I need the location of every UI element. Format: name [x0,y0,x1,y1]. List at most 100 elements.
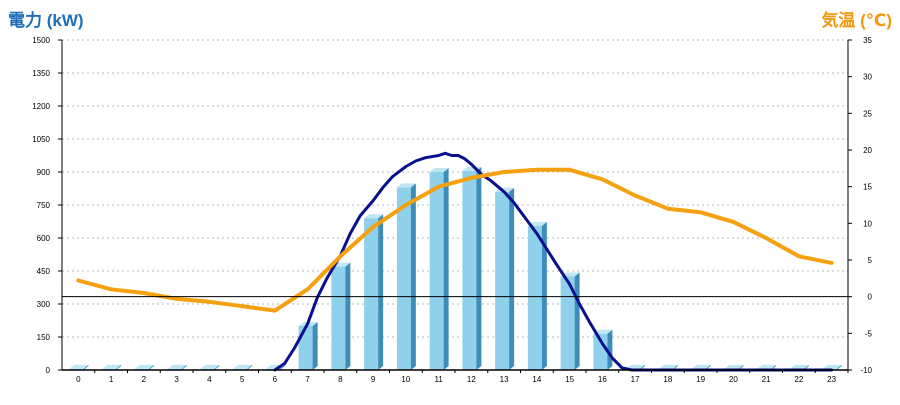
bar-side [509,187,515,370]
x-tick-label: 22 [794,375,803,384]
bar-top [757,364,777,369]
right-tick-label: -10 [860,366,872,375]
bar-top [396,183,416,188]
bar [593,329,613,370]
x-tick-label: 7 [305,375,310,384]
left-tick-label: 450 [37,267,51,276]
bar-layer [69,166,842,370]
x-tick-label: 13 [500,375,509,384]
bar [364,214,384,370]
x-tick-label: 12 [467,375,476,384]
bar-side [410,183,416,370]
bar [233,364,253,370]
bar [331,262,351,370]
bar-front [298,326,313,370]
bar-side [607,329,613,370]
bar-side [574,272,580,370]
left-tick-label: 1050 [32,135,50,144]
bar-front [527,225,542,370]
left-tick-label: 0 [46,366,51,375]
bar [527,221,547,370]
x-tick-label: 21 [762,375,771,384]
temperature-line [76,167,834,313]
left-tick-label: 600 [37,234,51,243]
right-tick-label: 20 [863,146,872,155]
x-tick-label: 19 [696,375,705,384]
left-tick-label: 1350 [32,69,50,78]
grid-layer [62,39,848,338]
bar-top [364,214,384,219]
bar-top [429,168,449,172]
bar [134,364,154,370]
x-tick-label: 1 [109,375,114,384]
x-tick-label: 14 [532,375,541,384]
x-tick-label: 0 [76,375,81,384]
x-tick-label: 2 [142,375,147,384]
x-tick-label: 18 [663,375,672,384]
left-tick-label: 150 [37,333,51,342]
bar-side [312,322,318,370]
bar-front [462,170,477,370]
bar-front [560,276,575,370]
bar-side [214,364,220,370]
bar-top [134,364,154,369]
bar-side [378,214,384,370]
bar [69,364,89,370]
bar [102,364,122,370]
bar-top [822,364,842,369]
bar-side [116,364,122,370]
x-tick-label: 10 [401,375,410,384]
right-tick-label: 5 [868,256,873,265]
right-axis-title: 気温 (℃) [821,11,892,30]
right-tick-label: 0 [868,293,873,302]
x-tick-label: 3 [174,375,179,384]
right-tick-label: 10 [863,219,872,228]
x-tick-label: 17 [631,375,640,384]
bar-top [102,364,122,369]
bar-top [69,364,89,369]
bar [200,364,220,370]
bar-top [233,364,253,369]
bar-side [443,168,449,370]
bar-top [789,364,809,369]
bar-side [476,166,482,370]
x-tick-label: 5 [240,375,245,384]
bar-top [658,364,678,369]
bar-front [331,266,346,370]
x-tick-label: 11 [434,375,443,384]
bar [396,183,416,370]
bar-top [724,364,744,369]
left-tick-label: 1500 [32,36,50,45]
bar [462,166,482,370]
left-tick-label: 1200 [32,102,50,111]
axis-layer: 01503004506007509001050120013501500-10-5… [32,36,872,384]
bar [298,322,318,370]
bar [495,187,515,370]
right-tick-label: 15 [863,183,872,192]
x-tick-label: 20 [729,375,738,384]
bar-side [279,364,285,370]
x-tick-label: 6 [273,375,278,384]
bar-front [396,187,411,370]
bar-side [148,364,154,370]
bar [167,364,187,370]
x-tick-label: 23 [827,375,836,384]
right-tick-label: 35 [863,36,872,45]
x-tick-label: 15 [565,375,574,384]
right-tick-label: -5 [865,329,873,338]
bar-side [345,262,351,370]
x-tick-label: 9 [371,375,376,384]
bar-top [691,364,711,369]
bar-side [836,364,842,370]
bar-top [593,329,613,334]
bar-side [541,221,547,370]
right-tick-label: 25 [863,109,872,118]
bar-front [429,172,444,370]
bar-front [593,333,608,370]
left-tick-label: 750 [37,201,51,210]
bar [429,168,449,370]
bar-top [626,364,646,369]
bar-front [364,218,379,370]
